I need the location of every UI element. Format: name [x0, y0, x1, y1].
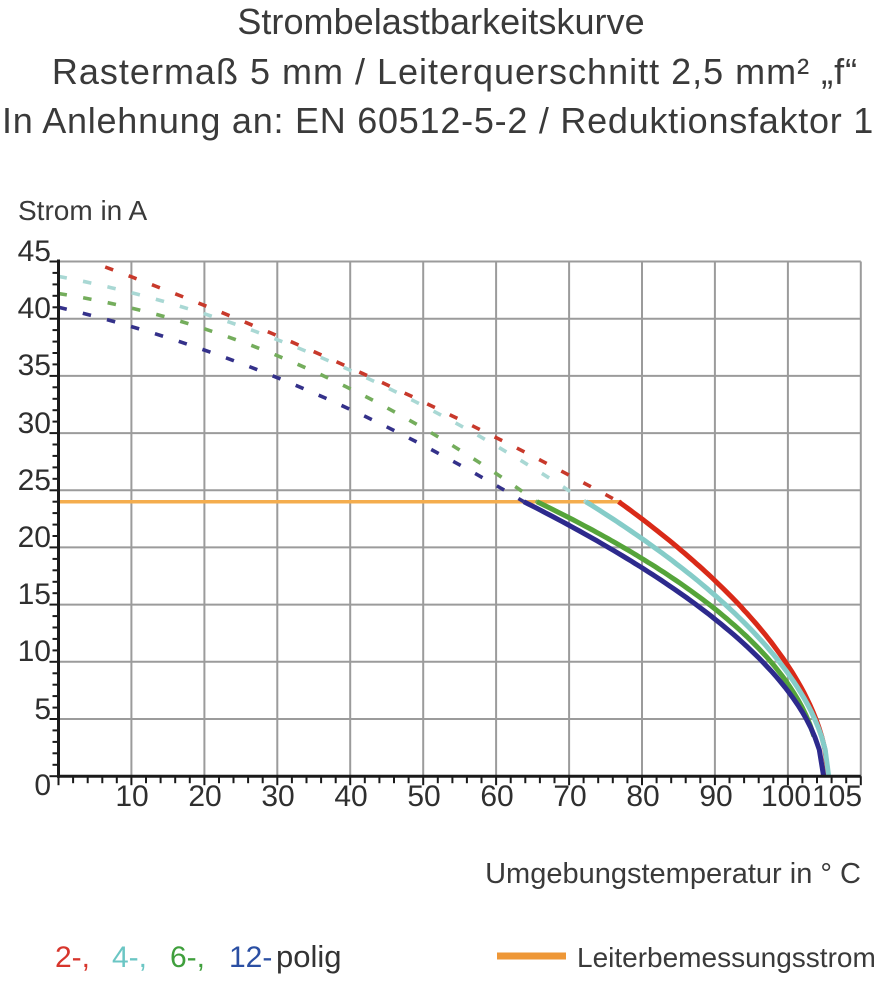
svg-text:12-: 12- [229, 941, 272, 974]
svg-text:70: 70 [553, 780, 586, 813]
svg-text:20: 20 [188, 780, 221, 813]
svg-text:Strom in A: Strom in A [18, 195, 147, 226]
svg-text:50: 50 [407, 780, 440, 813]
svg-text:0: 0 [34, 769, 51, 802]
svg-text:45: 45 [18, 235, 51, 268]
svg-text:100: 100 [761, 780, 811, 813]
svg-text:Rastermaß 5 mm / Leiterquersch: Rastermaß 5 mm / Leiterquerschnitt 2,5 m… [52, 51, 858, 92]
svg-text:90: 90 [699, 780, 732, 813]
svg-text:Leiterbemessungsstrom: Leiterbemessungsstrom [577, 942, 876, 973]
svg-text:15: 15 [18, 578, 51, 611]
svg-text:25: 25 [18, 464, 51, 497]
svg-text:10: 10 [115, 780, 148, 813]
svg-text:30: 30 [261, 780, 294, 813]
svg-text:40: 40 [18, 292, 51, 325]
svg-text:35: 35 [18, 349, 51, 382]
svg-text:2-,: 2-, [55, 941, 90, 974]
svg-text:4-,: 4-, [112, 941, 147, 974]
svg-text:40: 40 [334, 780, 367, 813]
svg-text:80: 80 [626, 780, 659, 813]
svg-text:polig: polig [276, 939, 342, 974]
svg-text:30: 30 [18, 407, 51, 440]
svg-text:5: 5 [34, 693, 51, 726]
svg-text:60: 60 [480, 780, 513, 813]
svg-text:Strombelastbarkeitskurve: Strombelastbarkeitskurve [237, 1, 644, 42]
svg-text:10: 10 [18, 635, 51, 668]
svg-text:Umgebungstemperatur in ° C: Umgebungstemperatur in ° C [485, 858, 861, 890]
svg-text:6-,: 6-, [170, 941, 205, 974]
svg-text:20: 20 [18, 521, 51, 554]
svg-text:105: 105 [812, 780, 862, 813]
svg-text:In Anlehnung an: EN 60512-5-2: In Anlehnung an: EN 60512-5-2 / Reduktio… [2, 100, 874, 141]
